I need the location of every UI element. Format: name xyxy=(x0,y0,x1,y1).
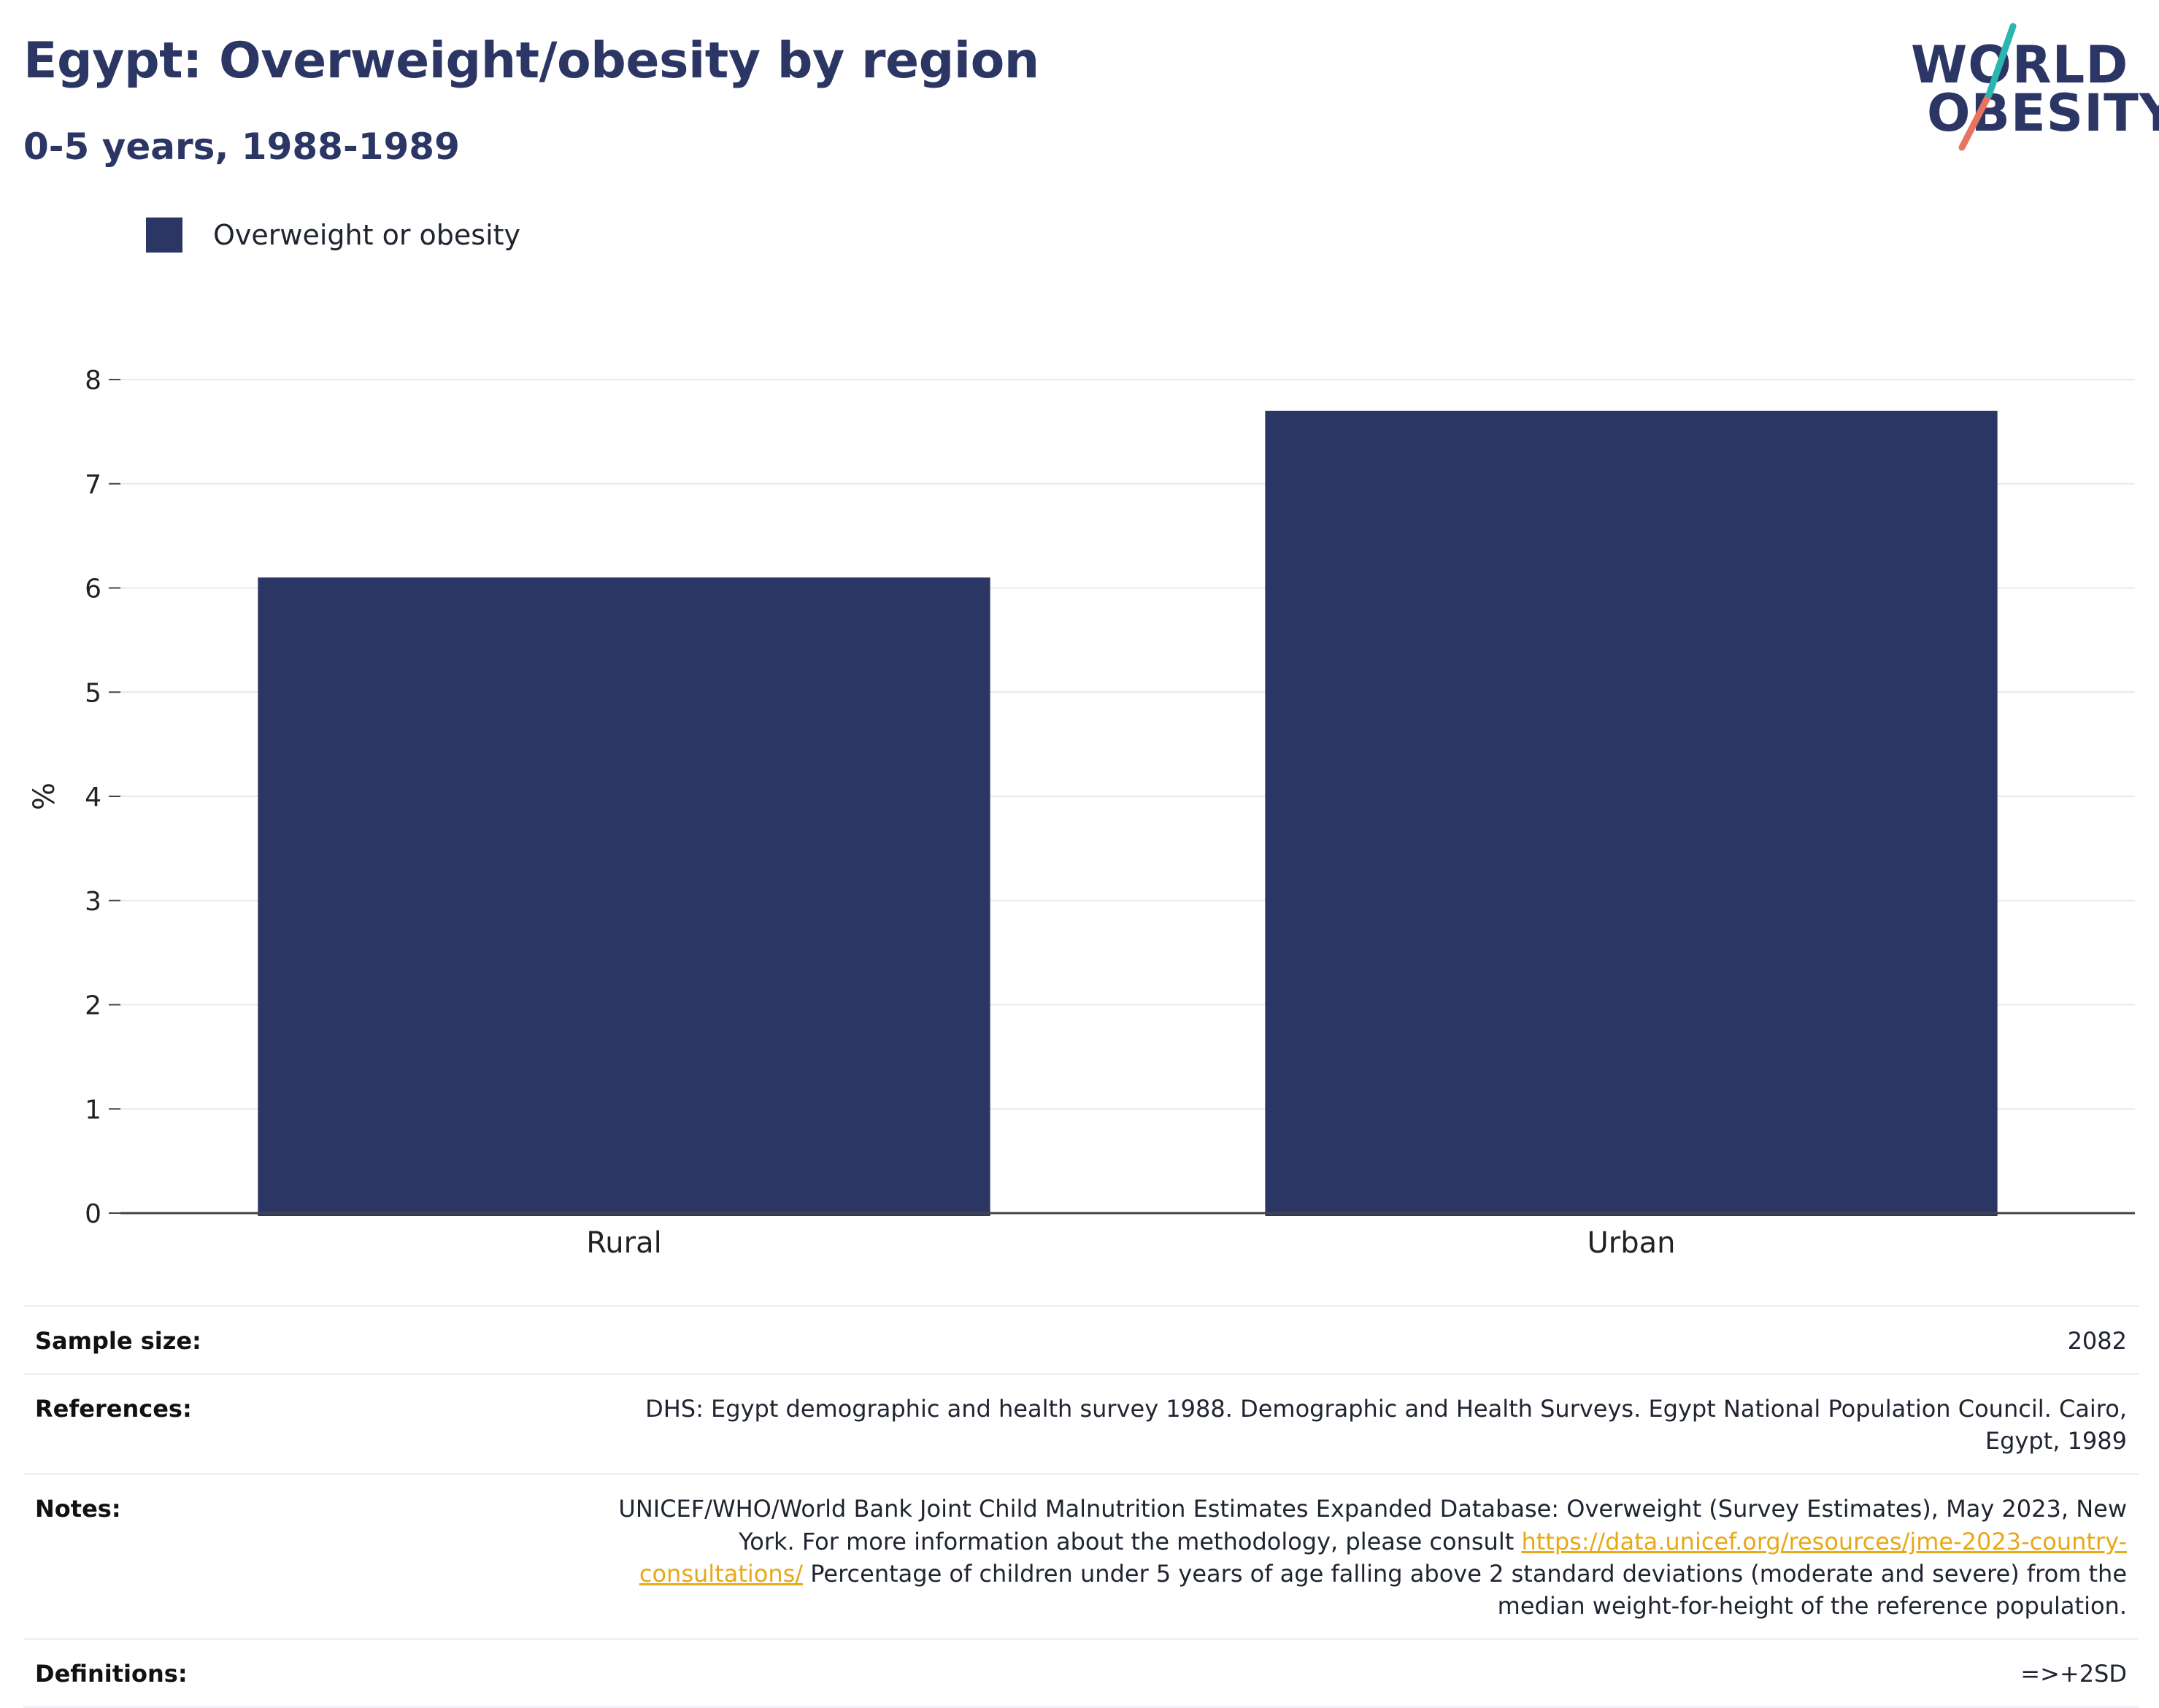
y-tick-label: 2 xyxy=(85,991,101,1021)
y-tick-label: 5 xyxy=(85,678,101,708)
logo-word-obesity: OBESITY xyxy=(1927,83,2159,143)
bar-urban xyxy=(1265,410,1998,1217)
x-tick-label: Rural xyxy=(586,1226,661,1260)
notes-text-after: Percentage of children under 5 years of … xyxy=(803,1559,2127,1620)
legend-label: Overweight or obesity xyxy=(213,219,521,251)
references-label: References: xyxy=(35,1395,192,1423)
y-tick-label: 3 xyxy=(85,887,101,917)
bar-rural xyxy=(258,577,990,1216)
info-row-sample-size: Sample size: 2082 xyxy=(23,1305,2139,1373)
legend-swatch xyxy=(146,218,182,253)
chart-title: Egypt: Overweight/obesity by region xyxy=(23,32,1039,90)
y-tick-label: 0 xyxy=(85,1199,101,1229)
logo-slash-icon xyxy=(1958,23,2017,151)
notes-link[interactable]: https://data.unicef.org/resources/jme-20… xyxy=(639,1527,2127,1588)
y-tick-label: 1 xyxy=(85,1095,101,1125)
info-row-references: References: DHS: Egypt demographic and h… xyxy=(23,1373,2139,1473)
sample-size-value: 2082 xyxy=(2067,1327,2127,1355)
y-tick-label: 4 xyxy=(85,782,101,812)
chart-legend[interactable]: Overweight or obesity xyxy=(146,218,520,253)
y-tick-label: 6 xyxy=(85,574,101,604)
references-value: DHS: Egypt demographic and health survey… xyxy=(645,1395,2127,1455)
definitions-label: Definitions: xyxy=(35,1660,188,1688)
notes-text-before: UNICEF/WHO/World Bank Joint Child Malnut… xyxy=(618,1495,2127,1555)
info-table: Sample size: 2082 References: DHS: Egypt… xyxy=(23,1305,2139,1708)
bar-chart: 0 1 2 3 4 5 6 7 8% Rural Urban xyxy=(28,366,2135,1260)
info-row-notes: Notes: UNICEF/WHO/World Bank Joint Child… xyxy=(23,1473,2139,1638)
notes-label: Notes: xyxy=(35,1495,121,1523)
y-tick-label: 7 xyxy=(85,470,101,500)
world-obesity-logo[interactable]: WORLD OBESITY xyxy=(1898,22,2159,153)
logo-word-world: WORLD xyxy=(1911,35,2129,95)
sample-size-label: Sample size: xyxy=(35,1327,201,1355)
x-tick-label: Urban xyxy=(1588,1226,1676,1260)
y-axis-label: % xyxy=(28,782,61,810)
info-row-definitions: Definitions: =>+2SD xyxy=(23,1638,2139,1708)
notes-value: UNICEF/WHO/World Bank Joint Child Malnut… xyxy=(609,1493,2127,1622)
definitions-value: =>+2SD xyxy=(2020,1660,2127,1688)
y-tick-label: 8 xyxy=(85,366,101,396)
chart-subtitle: 0-5 years, 1988-1989 xyxy=(23,126,460,168)
